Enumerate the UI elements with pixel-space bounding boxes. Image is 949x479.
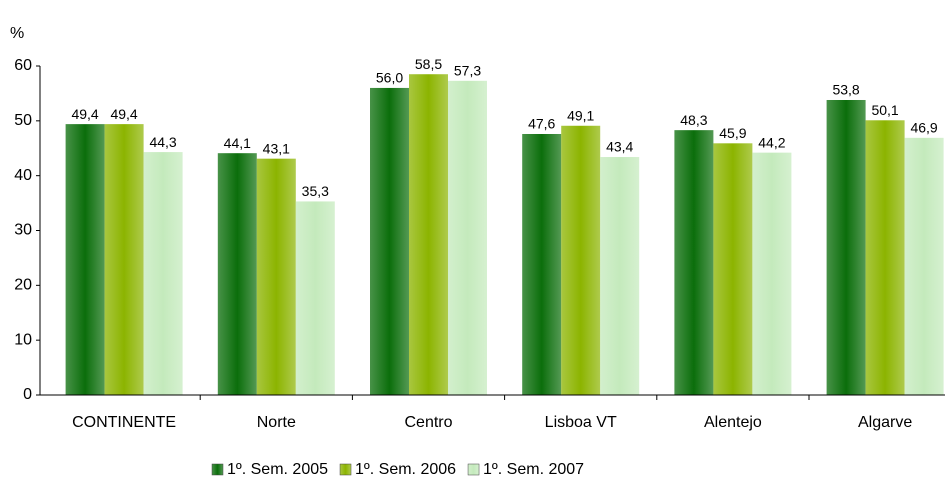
bar bbox=[143, 152, 183, 395]
y-tick-label: 0 bbox=[23, 386, 32, 403]
value-label: 48,3 bbox=[680, 112, 707, 128]
legend-swatch bbox=[467, 463, 480, 476]
y-tick-label: 30 bbox=[14, 222, 32, 239]
x-tick-label: Algarve bbox=[858, 414, 912, 431]
y-axis-label: % bbox=[10, 25, 24, 42]
value-label: 49,1 bbox=[567, 107, 594, 123]
bar bbox=[370, 87, 409, 395]
value-label: 57,3 bbox=[454, 63, 481, 79]
value-label: 44,1 bbox=[224, 135, 251, 151]
value-label: 45,9 bbox=[719, 125, 746, 141]
bar bbox=[904, 137, 944, 395]
legend-swatch bbox=[339, 463, 352, 476]
bar bbox=[256, 158, 296, 395]
legend-swatch bbox=[211, 463, 224, 476]
x-tick-label: Norte bbox=[257, 414, 296, 431]
bar bbox=[713, 143, 753, 395]
bar bbox=[448, 80, 487, 396]
value-label: 49,4 bbox=[71, 106, 98, 122]
value-label: 43,4 bbox=[606, 139, 633, 155]
y-tick-label: 60 bbox=[14, 57, 32, 74]
value-label: 35,3 bbox=[302, 183, 329, 199]
x-tick-label: Alentejo bbox=[704, 414, 762, 431]
value-label: 58,5 bbox=[415, 56, 442, 72]
bar bbox=[295, 201, 335, 395]
bar bbox=[826, 99, 866, 395]
value-label: 46,9 bbox=[910, 120, 937, 136]
bar bbox=[674, 130, 714, 395]
bar bbox=[409, 74, 448, 395]
value-label: 47,6 bbox=[528, 116, 555, 132]
value-label: 49,4 bbox=[110, 106, 137, 122]
y-tick-label: 20 bbox=[14, 277, 32, 294]
x-tick-label: CONTINENTE bbox=[72, 414, 176, 431]
y-tick-label: 50 bbox=[14, 112, 32, 129]
value-label: 44,3 bbox=[149, 134, 176, 150]
y-tick-label: 40 bbox=[14, 167, 32, 184]
bar bbox=[217, 153, 257, 395]
bar bbox=[522, 133, 562, 395]
bar bbox=[104, 124, 144, 395]
legend-label: 1º. Sem. 2006 bbox=[355, 461, 456, 478]
value-label: 53,8 bbox=[832, 82, 859, 98]
legend-label: 1º. Sem. 2007 bbox=[483, 461, 584, 478]
y-tick-label: 10 bbox=[14, 331, 32, 348]
bar bbox=[752, 152, 792, 395]
legend-label: 1º. Sem. 2005 bbox=[227, 461, 328, 478]
value-label: 56,0 bbox=[376, 70, 403, 86]
bar bbox=[561, 125, 601, 395]
value-label: 44,2 bbox=[758, 134, 785, 150]
x-tick-label: Centro bbox=[404, 414, 452, 431]
bar bbox=[65, 124, 105, 395]
bar bbox=[865, 120, 905, 395]
x-tick-label: Lisboa VT bbox=[545, 414, 617, 431]
value-label: 50,1 bbox=[871, 102, 898, 118]
value-label: 43,1 bbox=[263, 140, 290, 156]
bar bbox=[600, 157, 640, 395]
